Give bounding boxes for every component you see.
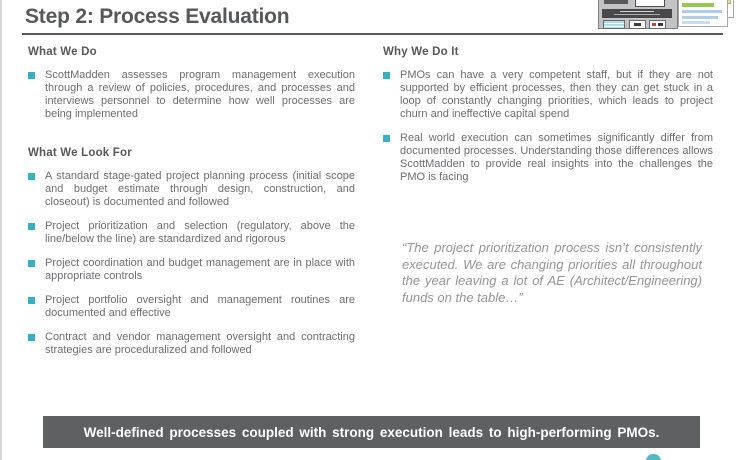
bullet-square-icon bbox=[28, 260, 35, 267]
slide-thumbnail-icon bbox=[598, 0, 678, 29]
bullet-square-icon bbox=[28, 334, 35, 341]
logo-fragment-icon bbox=[646, 454, 661, 460]
bullet-text: Real world execution can sometimes signi… bbox=[400, 132, 713, 183]
bullet-square-icon bbox=[28, 173, 35, 180]
bullet-text: Project prioritization and selection (re… bbox=[45, 220, 355, 245]
bullet-square-icon bbox=[28, 297, 35, 304]
bullet-list: PMOs can have a very competent staff, bu… bbox=[383, 69, 713, 184]
page-title: Step 2: Process Evaluation bbox=[25, 5, 290, 28]
bullet-list: ScottMadden assesses program management … bbox=[28, 69, 355, 121]
mini-table-icon bbox=[603, 20, 625, 29]
section-why-we-do-it: Why We Do It PMOs can have a very compet… bbox=[383, 46, 713, 184]
section-heading: What We Do bbox=[28, 46, 97, 58]
bullet-list: A standard stage-gated project planning … bbox=[28, 170, 355, 357]
list-item: Project coordination and budget manageme… bbox=[28, 257, 355, 283]
mini-dark-box bbox=[604, 0, 628, 4]
section-what-we-look-for: What We Look For A standard stage-gated … bbox=[28, 147, 355, 357]
list-item: Project prioritization and selection (re… bbox=[28, 220, 355, 246]
mini-title-band bbox=[602, 9, 672, 18]
mini-document-icon bbox=[649, 20, 666, 29]
bullet-text: Contract and vendor management oversight… bbox=[45, 331, 355, 356]
takeaway-banner: Well-defined processes coupled with stro… bbox=[43, 416, 700, 448]
title-underline bbox=[22, 33, 723, 35]
bullet-square-icon bbox=[28, 223, 35, 230]
customer-quote: “The project prioritization process isn’… bbox=[402, 240, 702, 305]
bullet-text: A standard stage-gated project planning … bbox=[45, 170, 355, 208]
list-item: A standard stage-gated project planning … bbox=[28, 170, 355, 209]
bullet-square-icon bbox=[383, 72, 390, 79]
list-item: Real world execution can sometimes signi… bbox=[383, 132, 713, 184]
bullet-text: ScottMadden assesses program management … bbox=[45, 69, 355, 120]
mini-document-icon bbox=[629, 20, 646, 29]
left-column: What We Do ScottMadden assesses program … bbox=[28, 46, 355, 357]
takeaway-banner-text: Well-defined processes coupled with stro… bbox=[83, 424, 660, 440]
section-heading: What We Look For bbox=[28, 147, 132, 159]
bullet-square-icon bbox=[383, 135, 390, 142]
list-item: PMOs can have a very competent staff, bu… bbox=[383, 69, 713, 121]
document-stack-icon bbox=[678, 0, 728, 27]
bullet-text: Project coordination and budget manageme… bbox=[45, 257, 355, 282]
list-item: Project portfolio oversight and manageme… bbox=[28, 294, 355, 320]
section-what-we-do: What We Do ScottMadden assesses program … bbox=[28, 46, 355, 121]
right-column: Why We Do It PMOs can have a very compet… bbox=[383, 46, 713, 306]
mini-white-box bbox=[635, 0, 665, 7]
bullet-text: PMOs can have a very competent staff, bu… bbox=[400, 69, 713, 120]
slide-edge bbox=[0, 0, 2, 460]
slide-thumbnails-graphic bbox=[592, 0, 740, 30]
bullet-text: Project portfolio oversight and manageme… bbox=[45, 294, 355, 319]
list-item: Contract and vendor management oversight… bbox=[28, 331, 355, 357]
section-heading: Why We Do It bbox=[383, 46, 459, 58]
list-item: ScottMadden assesses program management … bbox=[28, 69, 355, 121]
bullet-square-icon bbox=[28, 72, 35, 79]
